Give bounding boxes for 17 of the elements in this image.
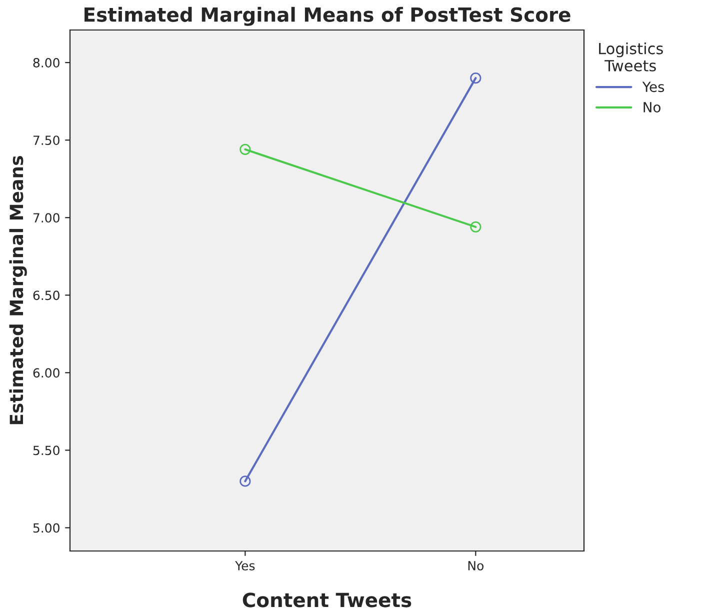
legend-label: Yes <box>642 82 664 92</box>
y-tick-label: 5.50 <box>33 446 60 456</box>
y-tick-label: 5.00 <box>33 523 60 533</box>
y-tick-label: 6.00 <box>33 368 60 378</box>
y-tick-label: 8.00 <box>33 58 60 68</box>
x-axis-title: Content Tweets <box>242 592 412 608</box>
point <box>470 72 482 84</box>
y-tick-label: 6.50 <box>33 290 60 300</box>
y-axis-title: Estimated Marginal Means <box>9 156 27 424</box>
legend-title: Logistics Tweets <box>599 42 663 72</box>
y-tick-label: 7.00 <box>33 213 60 223</box>
point <box>470 221 482 232</box>
y-tick-label: 7.50 <box>33 136 60 146</box>
point <box>240 476 251 487</box>
legend-label: No <box>644 102 660 112</box>
chart-title: Estimated Marginal Means of PostTest Score <box>84 6 570 26</box>
point <box>240 144 251 155</box>
